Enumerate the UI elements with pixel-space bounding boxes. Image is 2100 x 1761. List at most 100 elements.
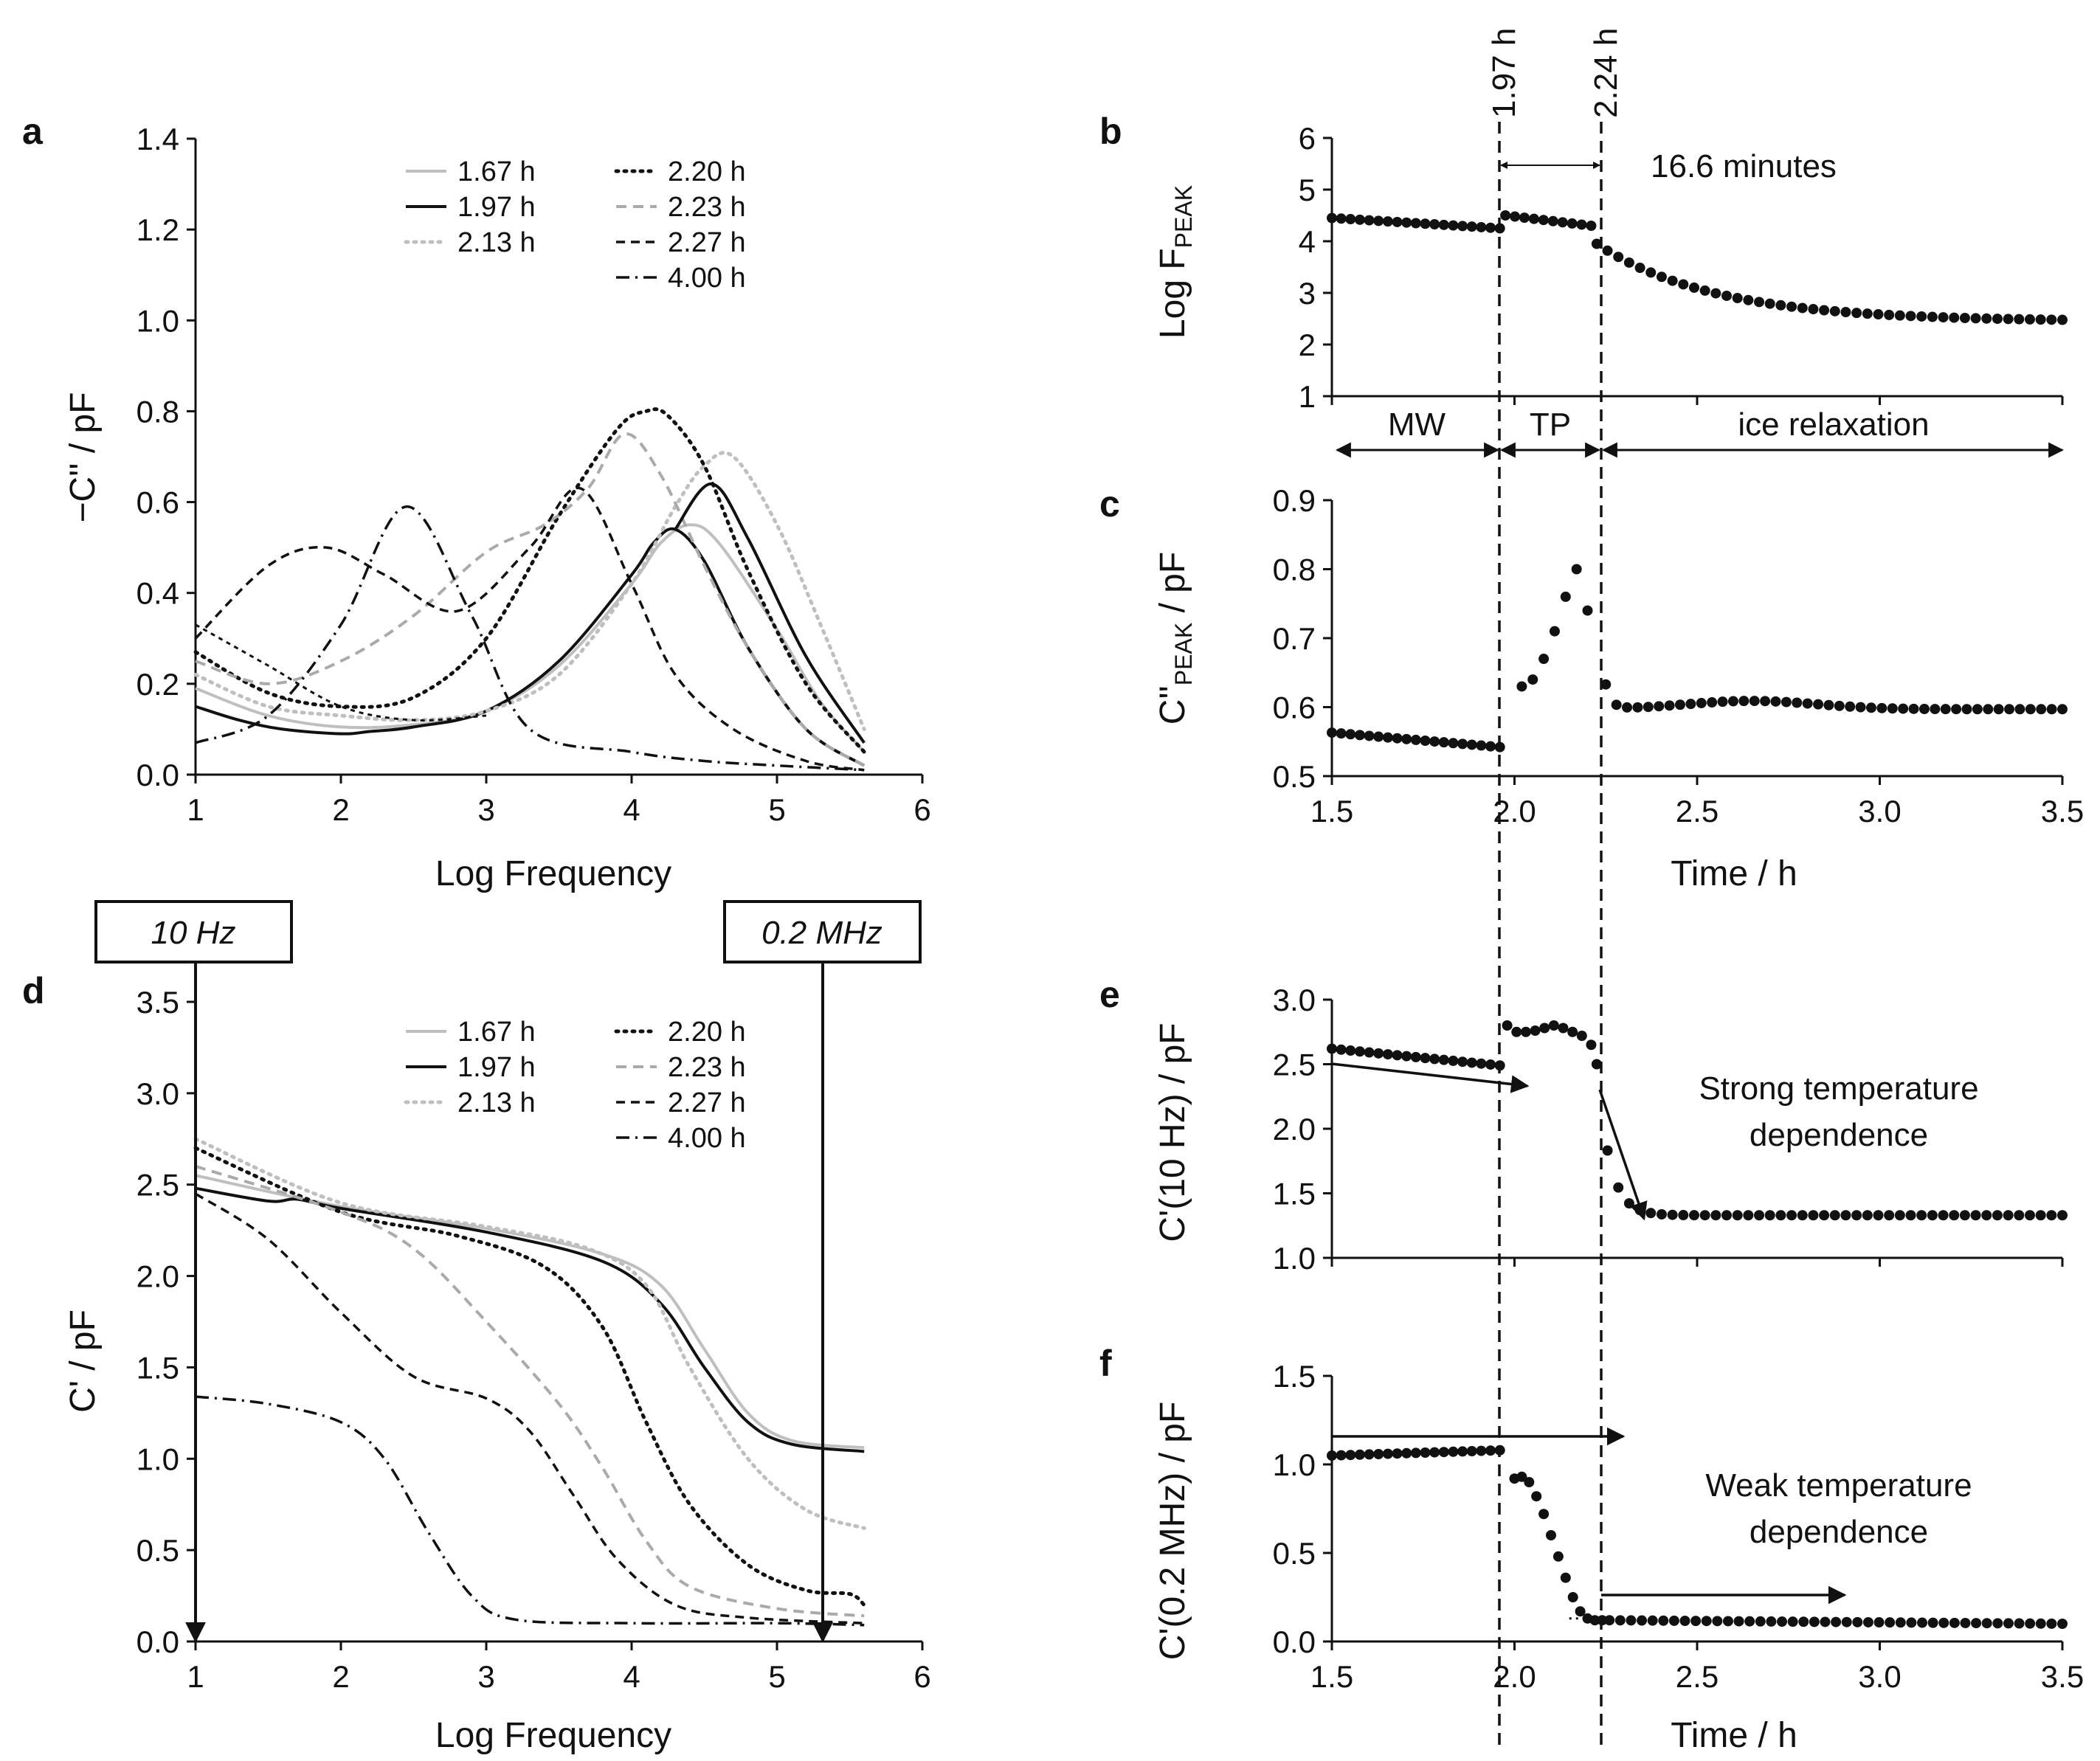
data-point xyxy=(1658,1615,1669,1626)
panel-label-f: f xyxy=(1099,1343,1112,1384)
data-point xyxy=(1327,212,1337,224)
data-point xyxy=(1516,1471,1527,1482)
data-point xyxy=(1557,217,1568,228)
weak-dependence-line1: Weak temperature xyxy=(1705,1467,1972,1504)
legend-label: 1.97 h xyxy=(457,192,536,223)
data-point xyxy=(1392,733,1403,744)
data-point xyxy=(1733,1616,1744,1627)
y-tick-label: 1.5 xyxy=(1273,1359,1316,1394)
data-point xyxy=(1690,1616,1702,1627)
data-point xyxy=(1993,704,2004,715)
data-point xyxy=(1678,1210,1689,1221)
data-point xyxy=(1710,288,1721,299)
data-point xyxy=(1819,305,1830,316)
data-point xyxy=(1476,1445,1487,1456)
panel-e-plot: 1.0 1.5 2.0 2.5 3.0 xyxy=(1273,983,2068,1276)
data-point xyxy=(1873,1617,1885,1628)
y-tick-label: 3 xyxy=(1299,276,1316,311)
data-point xyxy=(1917,1617,1928,1628)
data-point xyxy=(1938,312,1949,323)
data-point xyxy=(1732,293,1743,304)
data-point xyxy=(1538,654,1550,665)
data-point xyxy=(2057,314,2068,325)
x-tick-label: 4 xyxy=(623,792,640,827)
data-point xyxy=(1906,1617,1917,1628)
region-label-ice: ice relaxation xyxy=(1738,406,1929,443)
data-point xyxy=(1792,697,1803,708)
data-point xyxy=(2014,1618,2025,1629)
data-point xyxy=(1500,210,1511,221)
data-point xyxy=(1336,213,1347,224)
series-line-4-00-h xyxy=(195,505,865,772)
series-line-2-27-h xyxy=(194,486,865,772)
data-point xyxy=(1623,257,1634,268)
svg-text:C''PEAK / pF: C''PEAK / pF xyxy=(1153,552,1197,724)
data-point xyxy=(1898,703,1909,714)
data-point xyxy=(1971,1618,1982,1629)
x-tick-label: 3.0 xyxy=(1858,1659,1901,1694)
y-tick-label: 0.4 xyxy=(137,576,179,611)
data-point xyxy=(1940,704,1951,715)
data-point xyxy=(1392,1448,1403,1459)
data-point xyxy=(2046,1618,2057,1629)
data-point xyxy=(1862,1616,1873,1627)
y-tick-label: 6 xyxy=(1299,121,1316,156)
data-point xyxy=(1701,1616,1712,1627)
legend-label: 4.00 h xyxy=(668,263,746,294)
data-point xyxy=(1780,696,1792,707)
data-point xyxy=(1527,674,1538,685)
y-tick-label: 1 xyxy=(1299,379,1316,414)
data-point xyxy=(2057,704,2068,715)
data-point xyxy=(1905,1210,1916,1221)
data-point xyxy=(1576,219,1587,230)
data-point xyxy=(1808,1210,1819,1221)
series-line-2-13-h xyxy=(193,451,866,731)
data-point xyxy=(1364,1047,1375,1058)
legend-label: 2.20 h xyxy=(668,1017,746,1048)
panel-label-e: e xyxy=(1099,974,1120,1015)
data-point xyxy=(1382,1049,1393,1060)
data-point xyxy=(1887,703,1898,714)
data-point xyxy=(1916,1210,1927,1221)
data-point xyxy=(2046,314,2057,325)
data-point xyxy=(1865,702,1876,713)
x-tick-label: 4 xyxy=(623,1659,640,1694)
data-point xyxy=(2024,314,2035,325)
data-point xyxy=(1476,1058,1487,1069)
data-point xyxy=(1851,308,1862,319)
data-point xyxy=(1327,1450,1337,1461)
data-point xyxy=(2035,1210,2046,1221)
legend-label: 2.23 h xyxy=(668,1052,746,1083)
data-point xyxy=(1647,1615,1658,1626)
y-tick-label: 5 xyxy=(1299,173,1316,207)
data-point xyxy=(1895,1617,1906,1628)
data-point xyxy=(1775,300,1786,311)
data-point xyxy=(1840,307,1851,318)
panel-a-xlabel: Log Frequency xyxy=(435,854,671,893)
x-tick-label: 3.0 xyxy=(1858,794,1901,828)
data-point xyxy=(1382,216,1393,227)
y-tick-label: 1.2 xyxy=(137,212,179,247)
data-point xyxy=(1992,314,2003,325)
data-point xyxy=(1637,1615,1648,1626)
data-point xyxy=(1766,1616,1777,1627)
data-point xyxy=(1632,702,1643,713)
data-point xyxy=(1775,1210,1786,1221)
data-point xyxy=(1894,310,1905,321)
data-point xyxy=(1845,701,1856,712)
data-point xyxy=(1410,1051,1421,1062)
x-tick-label: 2.5 xyxy=(1676,794,1719,828)
data-point xyxy=(1722,1616,1733,1627)
data-point xyxy=(1547,215,1558,226)
y-tick-label: 0.6 xyxy=(1273,691,1316,725)
data-point xyxy=(1354,214,1365,225)
data-point xyxy=(1667,1209,1678,1220)
data-point xyxy=(2024,1210,2035,1221)
y-tick-label: 0.0 xyxy=(1273,1625,1316,1659)
data-point xyxy=(2035,1618,2046,1629)
data-point xyxy=(1345,1450,1356,1461)
data-point xyxy=(1949,312,1960,323)
data-point xyxy=(1354,1046,1365,1057)
data-point xyxy=(1401,1447,1412,1459)
x-tick-label: 5 xyxy=(768,1659,785,1694)
